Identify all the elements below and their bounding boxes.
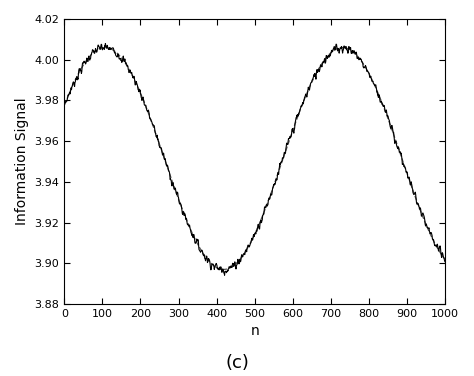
Text: (c): (c) bbox=[225, 354, 249, 372]
Y-axis label: Information Signal: Information Signal bbox=[15, 98, 29, 225]
X-axis label: n: n bbox=[250, 324, 259, 338]
